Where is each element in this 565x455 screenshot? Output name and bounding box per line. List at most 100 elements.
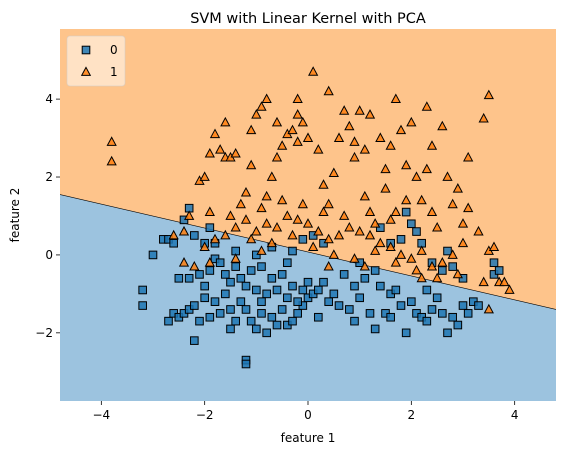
legend-marker-0 [81,45,91,55]
point-class-1 [483,89,494,100]
point-class-0 [277,270,287,279]
point-class-1 [364,229,376,240]
data-points [106,66,515,369]
point-class-0 [164,316,173,326]
point-class-0 [432,293,442,303]
point-class-1 [432,222,443,232]
point-class-1 [370,245,381,255]
point-class-1 [380,163,391,174]
point-class-1 [251,225,262,236]
point-class-1 [499,276,510,287]
point-class-1 [406,253,417,263]
point-class-0 [319,277,328,287]
point-class-1 [168,229,179,240]
point-class-0 [195,316,204,326]
decision-regions [60,29,556,401]
point-class-1 [344,120,355,131]
region-class-1 [60,29,556,310]
point-class-1 [457,237,469,248]
point-class-0 [288,316,297,326]
point-class-0 [262,328,271,338]
point-class-1 [339,210,350,220]
point-class-1 [235,198,246,209]
point-class-1 [220,229,231,240]
point-class-1 [447,249,458,259]
point-class-0 [190,301,199,310]
point-class-1 [225,210,236,220]
point-class-0 [241,359,251,369]
point-class-0 [272,320,282,330]
point-class-1 [328,167,339,178]
point-class-1 [411,171,422,181]
point-class-0 [396,235,406,244]
point-class-0 [453,320,463,330]
point-class-1 [204,206,215,216]
point-class-1 [416,194,427,205]
point-class-0 [252,324,261,334]
point-class-0 [262,289,271,299]
point-class-0 [345,305,354,314]
point-class-1 [390,206,401,216]
point-class-1 [271,151,283,162]
point-class-0 [272,285,282,295]
point-class-1 [308,66,319,76]
point-class-0 [407,219,416,229]
point-class-1 [318,206,329,216]
point-class-0 [314,312,323,322]
point-class-0 [494,266,504,275]
point-class-1 [246,233,257,244]
point-class-0 [205,223,215,232]
point-class-1 [395,124,407,135]
point-class-0 [169,238,178,248]
point-class-0 [438,266,447,275]
point-class-1 [504,284,515,294]
point-class-1 [266,171,277,181]
point-class-1 [421,101,432,111]
point-class-1 [478,112,489,123]
point-class-1 [432,272,443,283]
x-tick-label: −2 [196,408,214,422]
point-class-1 [385,140,396,150]
point-class-1 [178,257,190,267]
x-axis-label: feature 1 [281,431,336,445]
chart-title: SVM with Linear Kernel with PCA [190,11,426,27]
point-class-1 [457,218,469,228]
x-tick-label: 2 [408,408,416,422]
point-class-0 [174,273,184,283]
point-class-1 [323,260,334,271]
point-class-1 [282,210,293,220]
point-class-0 [422,316,432,326]
point-class-1 [297,198,308,209]
point-class-0 [298,285,308,295]
point-class-1 [349,253,360,263]
point-class-0 [412,227,421,236]
point-class-0 [215,309,225,318]
point-class-0 [138,301,147,310]
point-class-1 [199,171,210,181]
point-class-1 [447,198,458,209]
point-class-1 [246,124,257,135]
point-class-0 [226,305,235,314]
point-class-1 [292,136,303,146]
point-class-1 [184,210,195,220]
point-class-0 [190,336,199,345]
point-class-0 [267,273,277,283]
point-class-0 [195,270,204,279]
point-class-1 [323,85,334,96]
point-class-0 [401,328,411,338]
point-class-1 [401,159,412,170]
point-class-0 [360,273,370,283]
point-class-1 [416,272,427,283]
point-class-1 [349,136,360,146]
point-class-1 [426,140,438,150]
point-class-1 [411,264,422,275]
point-class-0 [210,297,220,306]
point-class-1 [251,109,262,119]
point-class-0 [448,312,457,322]
point-class-1 [271,116,283,127]
point-class-1 [385,214,396,224]
point-class-0 [391,285,401,295]
point-class-1 [364,206,376,216]
point-class-1 [240,186,252,197]
point-class-1 [277,140,288,150]
